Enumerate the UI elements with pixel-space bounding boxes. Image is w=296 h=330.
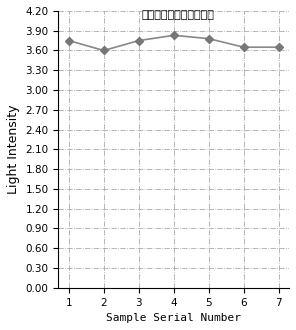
Y-axis label: Light Intensity: Light Intensity (7, 105, 20, 194)
Text: －本发明散射激发光强－: －本发明散射激发光强－ (142, 10, 215, 20)
X-axis label: Sample Serial Number: Sample Serial Number (106, 313, 241, 323)
